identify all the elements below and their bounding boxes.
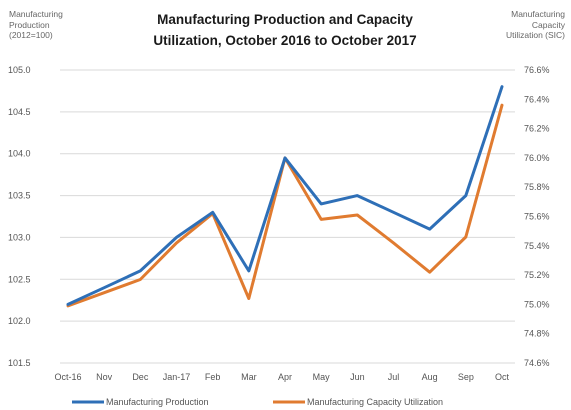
right-axis-label-line: Manufacturing: [511, 9, 565, 19]
right-tick-label: 75.2%: [524, 270, 550, 280]
left-tick-label: 101.5: [8, 358, 31, 368]
left-tick-label: 105.0: [8, 65, 31, 75]
right-tick-label: 76.6%: [524, 65, 550, 75]
right-tick-label: 76.4%: [524, 94, 550, 104]
x-tick-label: Sep: [458, 372, 474, 382]
right-tick-label: 75.8%: [524, 182, 550, 192]
left-tick-label: 102.5: [8, 274, 31, 284]
x-tick-label: Dec: [132, 372, 149, 382]
right-axis-ticks: 74.6% 74.8% 75.0% 75.2% 75.4% 75.6% 75.8% 76.0%…: [524, 65, 550, 368]
x-tick-label: Feb: [205, 372, 221, 382]
left-axis-label: Manufacturing Production (2012=100): [9, 9, 63, 41]
left-tick-label: 104.5: [8, 107, 31, 117]
x-tick-label: Oct: [495, 372, 510, 382]
legend: Manufacturing Production Manufacturing Ca…: [72, 397, 443, 407]
right-axis-label-line: Utilization (SIC): [505, 30, 565, 40]
chart-title-line: Utilization, October 2016 to October 201…: [153, 33, 417, 48]
left-tick-label: 104.0: [8, 149, 31, 159]
left-axis-ticks: 101.5 102.0 102.5 103.0 103.5 104.0 104.5 105.0: [8, 65, 31, 368]
x-tick-label: Aug: [422, 372, 438, 382]
left-axis-label-line: (2012=100): [9, 30, 53, 40]
left-tick-label: 103.0: [8, 232, 31, 242]
left-axis-label-line: Manufacturing: [9, 9, 63, 19]
left-tick-label: 102.0: [8, 316, 31, 326]
right-tick-label: 75.0%: [524, 299, 550, 309]
x-tick-label: May: [313, 372, 331, 382]
chart-title-line: Manufacturing Production and Capacity: [157, 12, 413, 27]
right-tick-label: 74.6%: [524, 358, 550, 368]
legend-label: Manufacturing Production: [106, 397, 209, 407]
x-tick-label: Jan-17: [163, 372, 191, 382]
x-tick-label: Mar: [241, 372, 257, 382]
right-tick-label: 76.2%: [524, 124, 550, 134]
legend-label: Manufacturing Capacity Utilization: [307, 397, 443, 407]
x-tick-label: Apr: [278, 372, 292, 382]
left-tick-label: 103.5: [8, 191, 31, 201]
right-tick-label: 75.4%: [524, 241, 550, 251]
gridlines: [60, 69, 515, 364]
right-tick-label: 75.6%: [524, 212, 550, 222]
production-series-line: [66, 85, 504, 306]
x-axis-ticks: Oct-16 Nov Dec Jan-17 Feb Mar Apr May Jun Jul Aug S…: [54, 372, 509, 382]
x-tick-label: Oct-16: [54, 372, 81, 382]
series-lines: [66, 85, 504, 308]
x-tick-label: Jul: [388, 372, 400, 382]
right-tick-label: 76.0%: [524, 153, 550, 163]
right-axis-label-line: Capacity: [531, 19, 565, 30]
left-axis-label-line: Production: [9, 19, 50, 30]
right-axis-label: Manufacturing Capacity Utilization (SIC): [506, 9, 565, 41]
right-tick-label: 74.8%: [524, 329, 550, 339]
chart-title: Manufacturing Production and Capacity Ut…: [100, 9, 470, 51]
x-tick-label: Jun: [350, 372, 365, 382]
x-tick-label: Nov: [96, 372, 113, 382]
